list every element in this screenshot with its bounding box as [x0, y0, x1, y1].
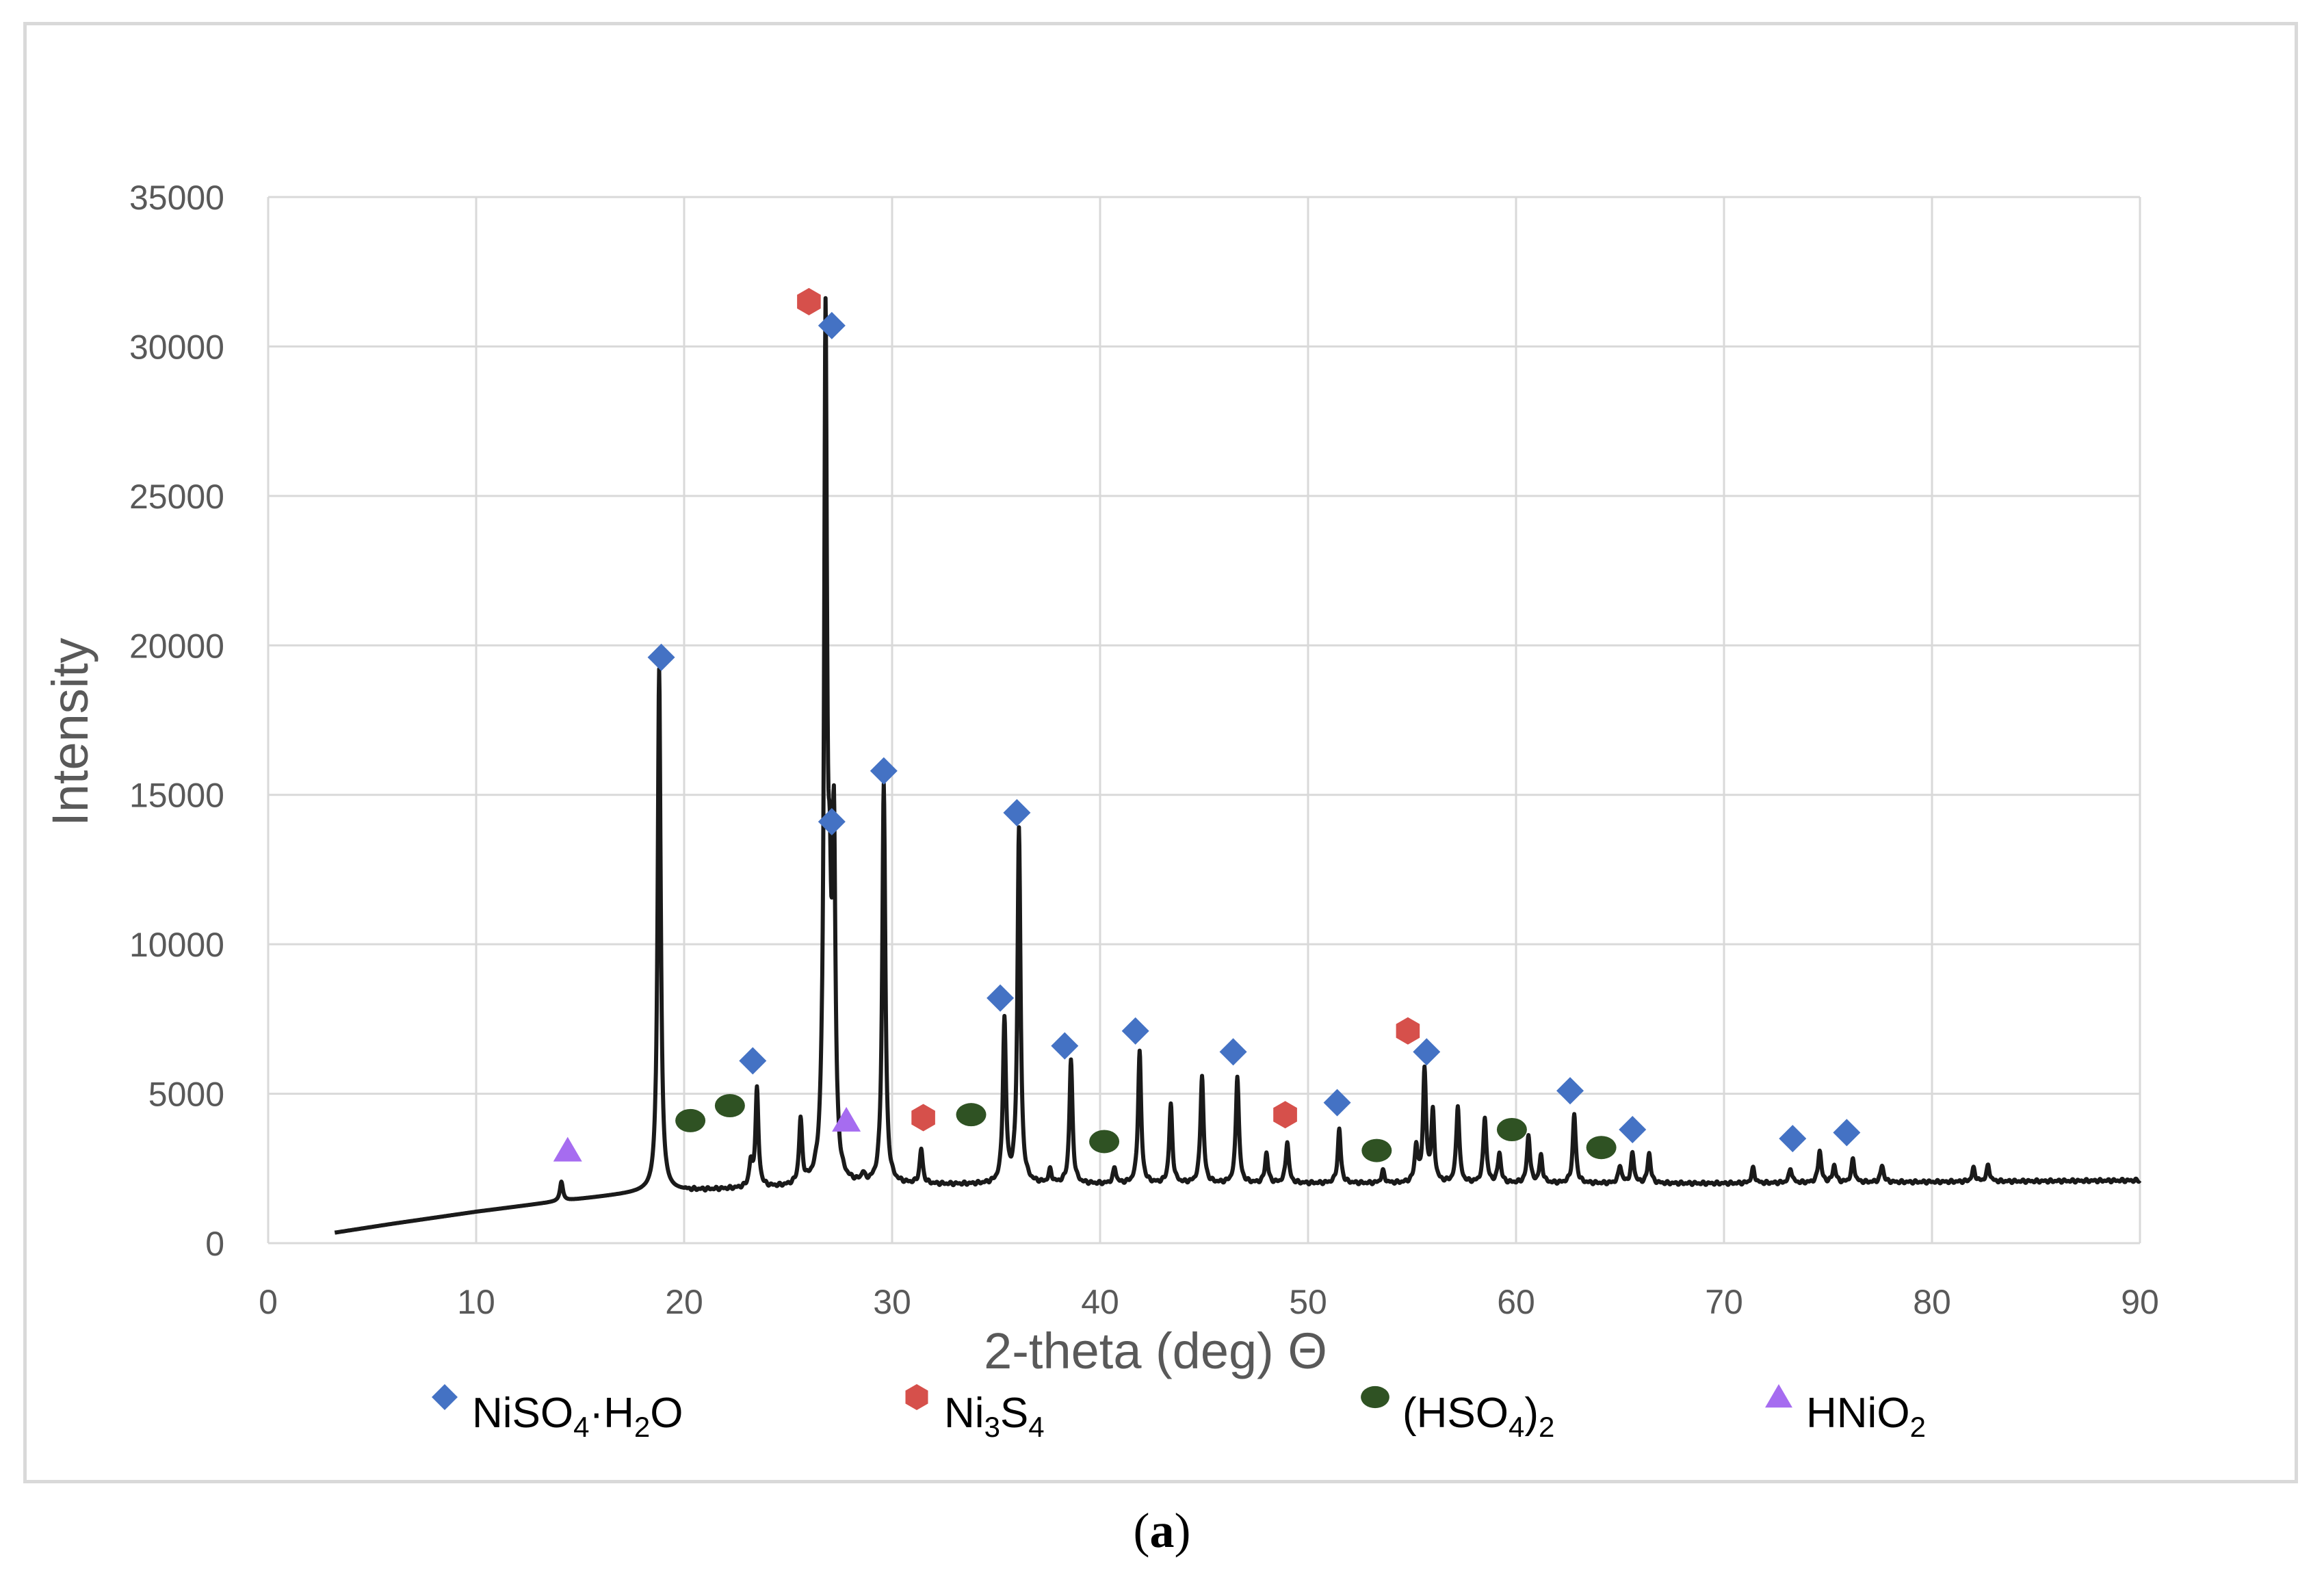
legend-label-subscript: 2 [634, 1411, 651, 1443]
legend-marker-diamond [432, 1384, 458, 1410]
phase-marker-ellipse [714, 1094, 745, 1118]
y-tick-label: 35000 [129, 179, 224, 217]
legend-label-text: Ni [944, 1390, 984, 1437]
caption-open: ( [1133, 1503, 1150, 1558]
legend-marker-ellipse [1361, 1385, 1389, 1409]
phase-marker-ellipse [1361, 1138, 1392, 1162]
legend-label-subscript: 4 [573, 1411, 590, 1443]
phase-marker-diamond [1121, 1017, 1149, 1045]
phase-marker-diamond [647, 643, 675, 671]
legend-label-subscript: 2 [1909, 1411, 1926, 1443]
legend-label: (HSO4)2 [1402, 1389, 1554, 1442]
y-tick-label: 20000 [129, 627, 224, 665]
phase-marker-diamond [987, 984, 1015, 1012]
phase-marker-hexagon [797, 287, 821, 315]
phase-marker-ellipse [956, 1103, 987, 1127]
caption-label: a [1149, 1503, 1175, 1558]
y-tick-label: 30000 [129, 328, 224, 366]
x-tick-label: 20 [665, 1283, 703, 1321]
caption-close: ) [1174, 1503, 1191, 1558]
x-tick-label: 30 [873, 1283, 911, 1321]
phase-marker-diamond [739, 1047, 767, 1075]
phase-marker-hexagon [1396, 1017, 1420, 1045]
legend-label-text: HNiO [1806, 1390, 1910, 1437]
legend-label-subscript: 2 [1539, 1411, 1555, 1443]
phase-marker-triangle [832, 1106, 861, 1132]
phase-marker-diamond [818, 311, 846, 339]
phase-marker-ellipse [1586, 1136, 1617, 1160]
x-tick-label: 60 [1497, 1283, 1535, 1321]
phase-marker-ellipse [1496, 1117, 1527, 1141]
phase-marker-diamond [1556, 1077, 1584, 1105]
phase-marker-triangle [553, 1136, 582, 1162]
y-tick-label: 0 [205, 1225, 224, 1263]
legend-label-text: NiSO [472, 1390, 574, 1437]
x-tick-label: 70 [1705, 1283, 1743, 1321]
tick-labels: 0 5000 10000 15000 20000 25000 30000 35000 0 10 20… [129, 179, 2159, 1321]
legend-marker [432, 1384, 458, 1410]
phase-marker-diamond [1219, 1038, 1247, 1066]
y-tick-label: 25000 [129, 478, 224, 516]
figure-frame [23, 22, 2298, 1483]
legend-label: NiSO4·H2O [472, 1389, 683, 1442]
phase-marker-ellipse [1089, 1130, 1120, 1154]
y-tick-label: 15000 [129, 777, 224, 815]
phase-marker-diamond [1619, 1115, 1647, 1143]
legend-marker [905, 1384, 928, 1410]
y-tick-label: 10000 [129, 926, 224, 964]
phase-marker-diamond [870, 757, 898, 785]
phase-marker-ellipse [675, 1108, 706, 1132]
diffraction-pattern-line [332, 296, 2142, 1235]
legend-label-text: ·H [589, 1390, 634, 1437]
phase-marker-diamond [1323, 1089, 1351, 1117]
x-tick-label: 0 [259, 1283, 278, 1321]
x-axis-title: 2-theta (deg) Θ [984, 1323, 1327, 1379]
legend-marker [1361, 1385, 1389, 1409]
phase-marker-diamond [1413, 1038, 1441, 1066]
legend-label-text: O [650, 1390, 683, 1437]
x-tick-label: 10 [457, 1283, 495, 1321]
legend-label-subscript: 4 [1028, 1411, 1045, 1443]
legend: NiSO4·H2O Ni3S4 (HSO4)2 HNiO2 [424, 1374, 1998, 1456]
y-axis-title: Intensity [42, 638, 99, 826]
legend-marker [1765, 1384, 1792, 1408]
figure-caption: (a) [0, 1502, 2324, 1559]
y-tick-label: 5000 [148, 1076, 224, 1114]
legend-label-text: ) [1524, 1390, 1539, 1437]
x-tick-label: 50 [1289, 1283, 1327, 1321]
legend-marker-triangle [1765, 1384, 1792, 1408]
phase-marker-diamond [1833, 1119, 1861, 1147]
legend-label-subscript: 3 [984, 1411, 1000, 1443]
phase-marker-diamond [818, 808, 846, 836]
phase-marker-diamond [1003, 798, 1031, 826]
x-tick-label: 90 [2121, 1283, 2159, 1321]
x-tick-label: 40 [1081, 1283, 1119, 1321]
legend-label-text: S [1000, 1390, 1029, 1437]
gridlines [267, 196, 2141, 1245]
x-tick-label: 80 [1913, 1283, 1951, 1321]
phase-markers [553, 287, 1861, 1162]
legend-marker-hexagon [905, 1384, 928, 1410]
legend-label: Ni3S4 [944, 1389, 1045, 1442]
phase-marker-diamond [1779, 1125, 1807, 1153]
phase-marker-diamond [1051, 1032, 1079, 1060]
legend-label: HNiO2 [1806, 1389, 1926, 1442]
phase-marker-hexagon [911, 1104, 935, 1132]
legend-label-subscript: 4 [1509, 1411, 1525, 1443]
phase-marker-hexagon [1273, 1101, 1297, 1129]
legend-label-text: (HSO [1402, 1390, 1509, 1437]
